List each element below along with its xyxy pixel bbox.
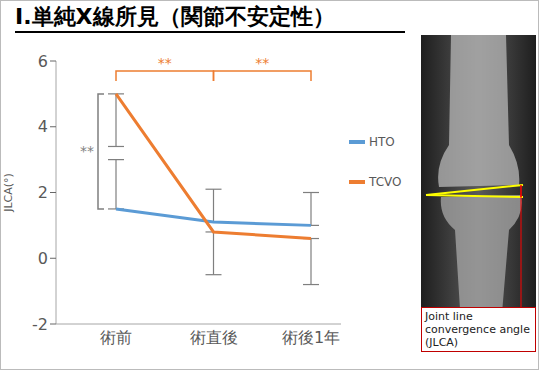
html-text:Ⅰ.単純X線所見（関節不安定性）: Ⅰ.単純X線所見（関節不安定性） <box>15 4 335 29</box>
svg-text:0: 0 <box>38 249 48 268</box>
svg-text:4: 4 <box>38 117 48 136</box>
html-text:Joint line convergence angle (: Joint line convergence angle (JLCA) <box>425 310 530 349</box>
svg-text:**: ** <box>158 55 172 71</box>
svg-text:6: 6 <box>38 52 48 71</box>
svg-text:術前: 術前 <box>100 328 132 347</box>
svg-text:**: ** <box>255 55 269 71</box>
svg-text:**: ** <box>80 143 94 159</box>
html-text:HTO: HTO <box>369 135 395 149</box>
html-text:TCVO: TCVO <box>369 175 402 189</box>
svg-text:2: 2 <box>38 183 48 202</box>
svg-text:術直後: 術直後 <box>190 328 238 347</box>
svg-text:術後1年: 術後1年 <box>282 328 340 347</box>
svg-text:JLCA(°): JLCA(°) <box>2 173 15 213</box>
svg-text:-2: -2 <box>32 315 48 334</box>
